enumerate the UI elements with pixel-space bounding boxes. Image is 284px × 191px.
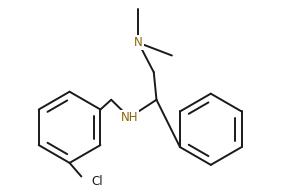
- Text: N: N: [134, 36, 143, 49]
- Text: Cl: Cl: [92, 175, 103, 188]
- Text: NH: NH: [121, 111, 138, 124]
